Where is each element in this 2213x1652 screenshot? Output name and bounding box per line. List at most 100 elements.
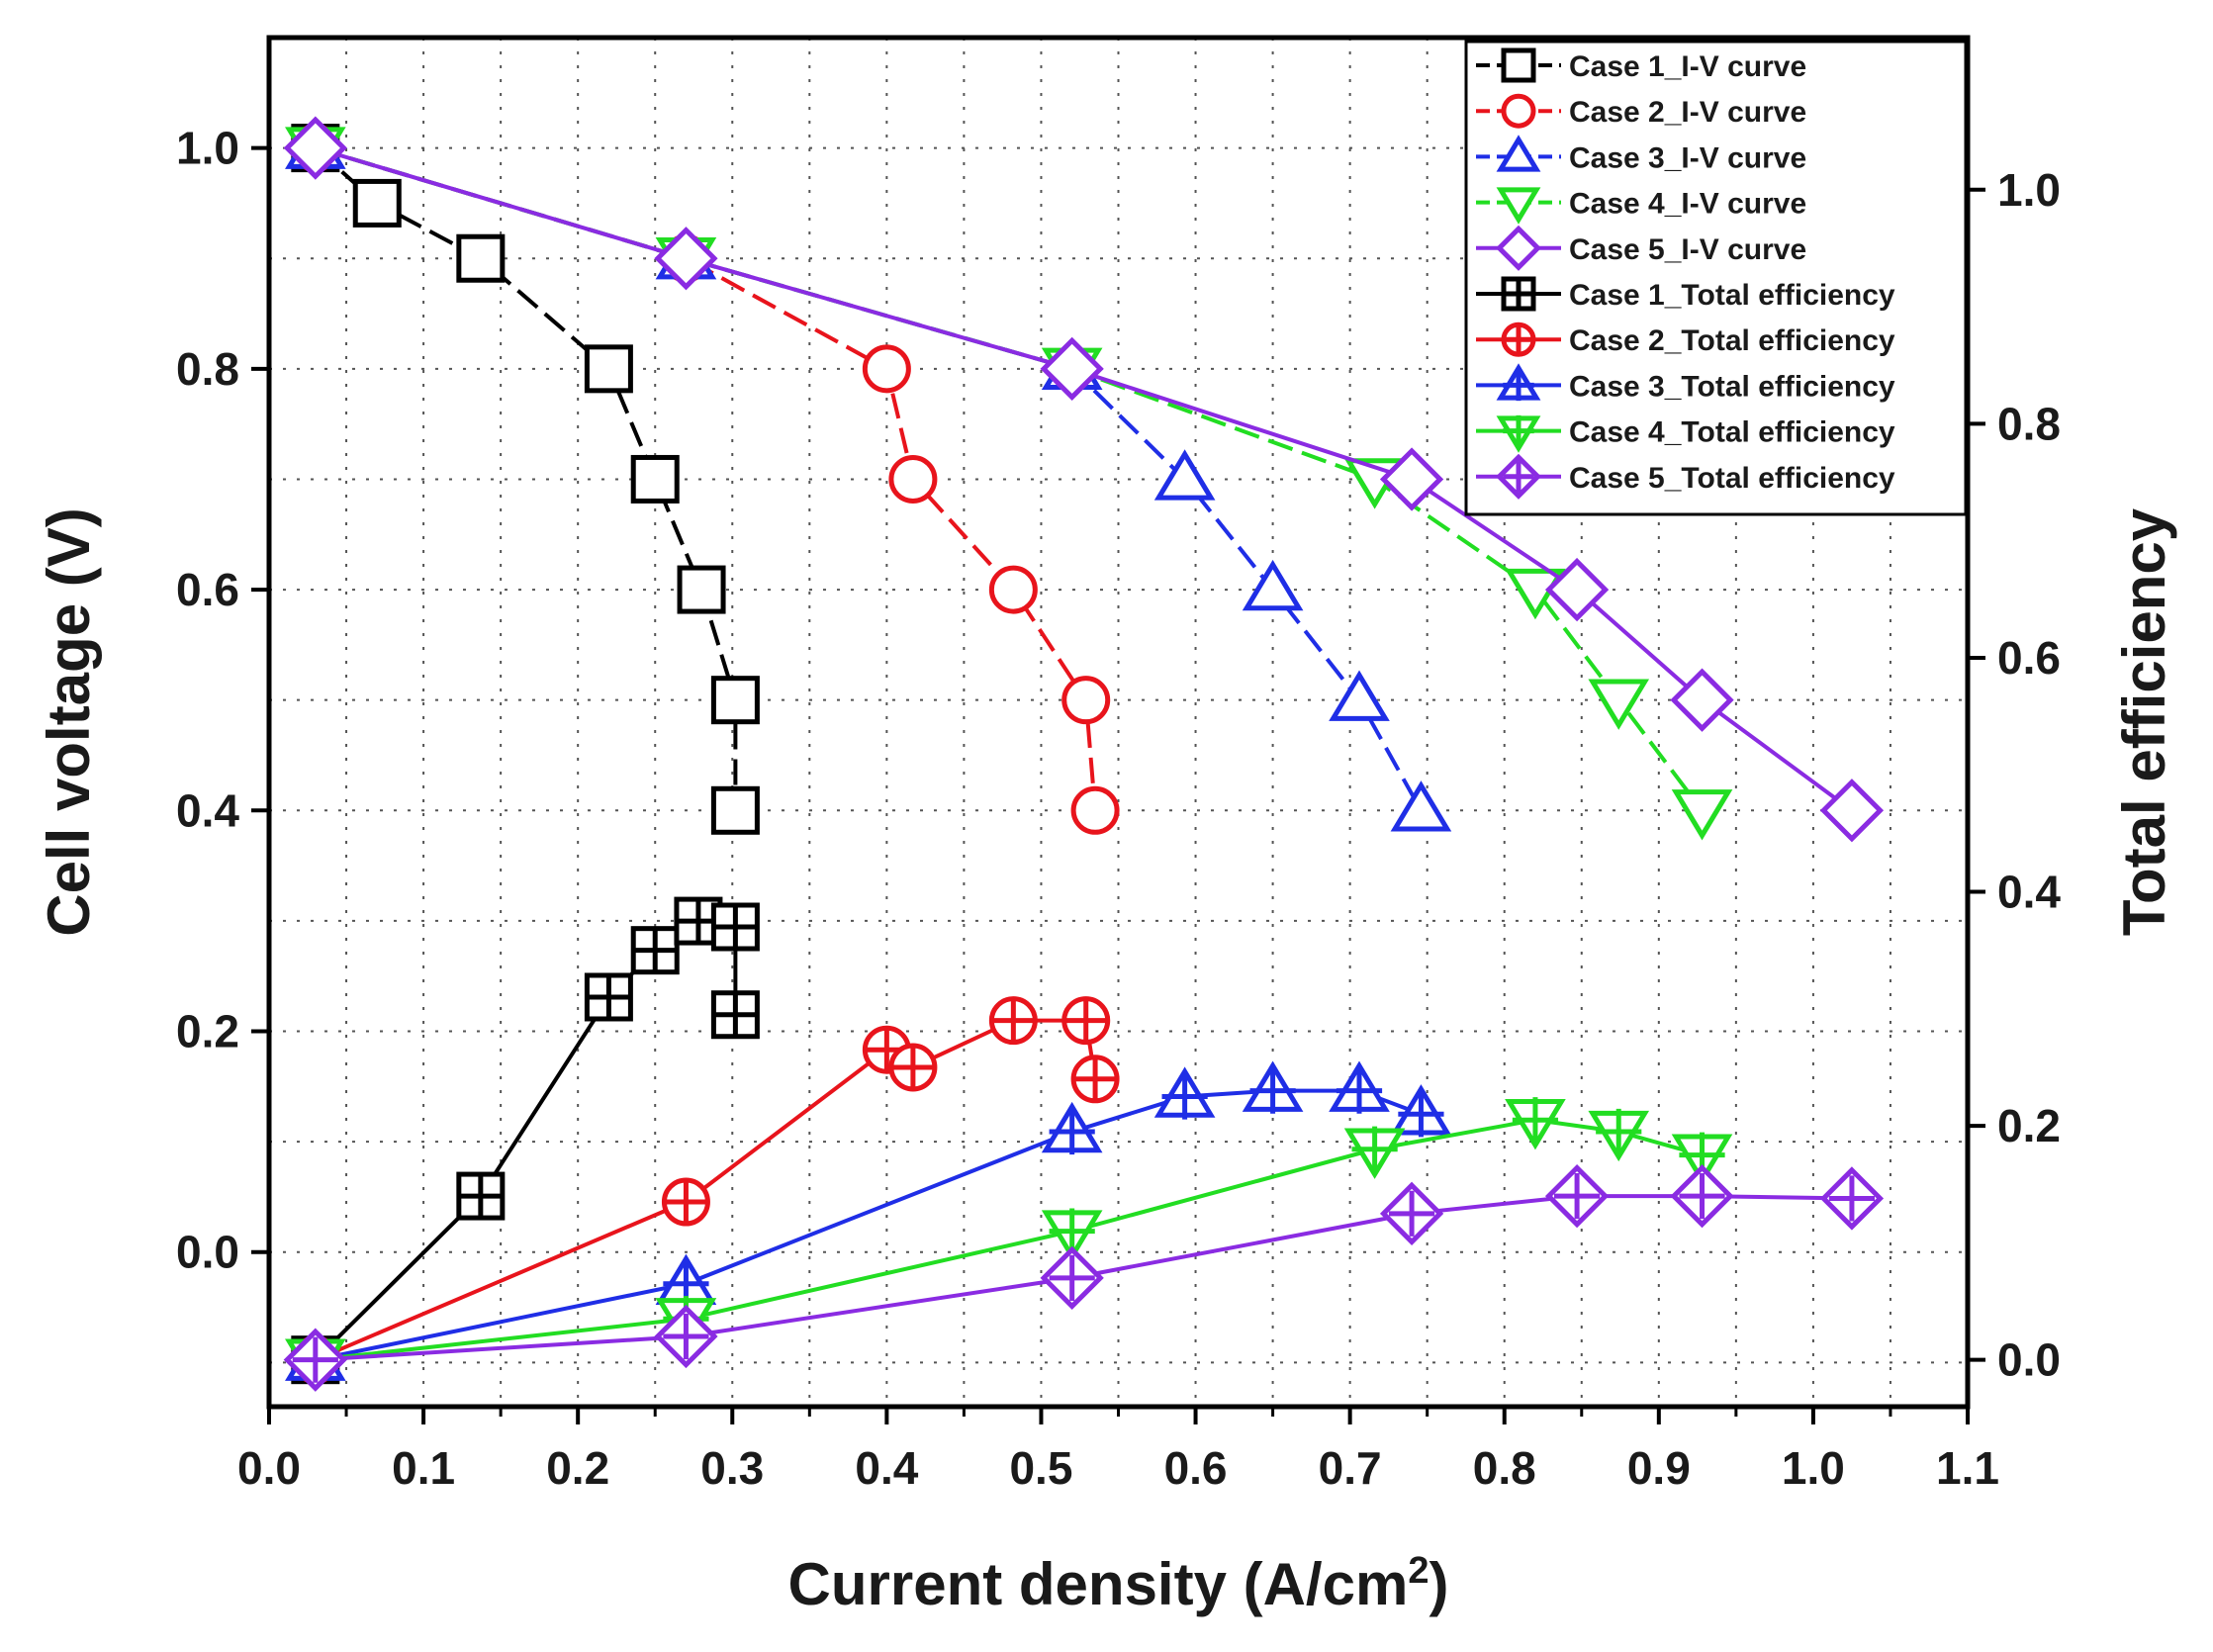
data-point-case-5-total-efficiency xyxy=(1379,1181,1444,1245)
data-point-case-4-i-v-curve xyxy=(1505,568,1566,620)
x-axis-title: Current density (A/cm2) xyxy=(788,1550,1449,1617)
legend-box xyxy=(1464,40,1968,516)
data-point-case-5-i-v-curve xyxy=(1040,336,1104,401)
data-point-case-3-i-v-curve xyxy=(1242,559,1304,611)
y-tick-label: 0.2 xyxy=(176,1006,239,1057)
y2-axis-title: Total efficiency xyxy=(2111,507,2177,936)
legend-label: Case 3_Total efficiency xyxy=(1569,370,1895,403)
data-point-case-2-i-v-curve xyxy=(1070,785,1120,835)
y2-tick-label: 0.0 xyxy=(1997,1334,2061,1386)
series-case-5-total-efficiency xyxy=(283,1163,1885,1392)
legend-swatch-marker xyxy=(1495,225,1542,271)
series-case-2-total-efficiency xyxy=(291,996,1120,1385)
data-point-case-4-total-efficiency xyxy=(1588,1108,1650,1162)
legend-label: Case 5_I-V curve xyxy=(1569,233,1806,266)
data-point-case-3-total-efficiency xyxy=(1329,1060,1390,1114)
y-tick-label: 0.6 xyxy=(176,564,239,615)
data-point-case-5-i-v-curve xyxy=(1670,668,1734,732)
legend-swatch-marker xyxy=(1496,135,1541,172)
data-point-case-3-i-v-curve xyxy=(1153,449,1216,501)
legend-swatch-marker xyxy=(1496,187,1541,225)
data-point-case-5-total-efficiency xyxy=(1544,1163,1610,1229)
data-point-case-2-total-efficiency xyxy=(661,1177,710,1227)
data-point-case-3-i-v-curve xyxy=(1329,670,1390,721)
legend-item: Case 1_I-V curve xyxy=(1476,47,1806,83)
data-point-case-5-total-efficiency xyxy=(654,1304,718,1369)
y-tick-label: 0.8 xyxy=(176,343,239,395)
legend-item: Case 5_I-V curve xyxy=(1476,225,1806,271)
legend-label: Case 2_I-V curve xyxy=(1569,96,1806,129)
x-tick-label: 1.0 xyxy=(1782,1442,1845,1494)
legend-label: Case 5_Total efficiency xyxy=(1569,462,1895,495)
x-tick-label: 0.2 xyxy=(546,1442,609,1494)
series-line-case-1-i-v-curve xyxy=(314,146,738,811)
data-point-case-2-total-efficiency xyxy=(988,996,1038,1046)
x-tick-label: 0.5 xyxy=(1009,1442,1072,1494)
data-point-case-2-i-v-curve xyxy=(888,454,938,504)
data-point-case-5-i-v-curve xyxy=(1379,447,1444,511)
y-tick-label: 1.0 xyxy=(176,123,239,174)
legend-swatch-marker xyxy=(1501,276,1536,312)
data-point-case-5-total-efficiency xyxy=(283,1328,347,1392)
legend-item: Case 2_I-V curve xyxy=(1476,93,1806,129)
data-point-case-5-total-efficiency xyxy=(1040,1245,1104,1311)
y2-tick-label: 1.0 xyxy=(1997,164,2061,216)
series-case-1-total-efficiency xyxy=(291,896,760,1385)
data-point-case-2-i-v-curve xyxy=(862,344,911,394)
data-point-case-3-total-efficiency xyxy=(1153,1066,1216,1120)
legend-swatch-marker xyxy=(1501,93,1536,129)
legend-swatch-marker xyxy=(1501,47,1536,83)
legend-item: Case 4_I-V curve xyxy=(1476,187,1806,225)
legend-item: Case 1_Total efficiency xyxy=(1476,276,1895,312)
legend: Case 1_I-V curve Case 2_I-V curve Case 3_I… xyxy=(1464,40,1968,516)
x-tick-label: 0.6 xyxy=(1164,1442,1228,1494)
legend-label: Case 1_Total efficiency xyxy=(1569,279,1895,312)
data-point-case-1-i-v-curve xyxy=(630,454,680,504)
legend-label: Case 1_I-V curve xyxy=(1569,50,1806,83)
data-point-case-4-i-v-curve xyxy=(1588,679,1650,730)
data-point-case-1-i-v-curve xyxy=(710,785,760,835)
legend-item: Case 3_I-V curve xyxy=(1476,135,1806,174)
data-point-case-5-i-v-curve xyxy=(1819,779,1885,843)
legend-swatch-marker xyxy=(1495,453,1542,500)
data-point-case-3-total-efficiency xyxy=(1041,1101,1103,1155)
x-tick-label: 0.8 xyxy=(1473,1442,1536,1494)
y-tick-label: 0.0 xyxy=(176,1227,239,1278)
legend-swatch-marker xyxy=(1501,321,1536,357)
data-point-case-3-total-efficiency xyxy=(1390,1084,1452,1138)
data-point-case-4-i-v-curve xyxy=(1671,789,1733,841)
ticks: 0.0 0.1 0.2 0.3 0.4 0.5 0.6 0.7 0.8 0.9 1.0 1.1 0.0 0… xyxy=(176,123,2061,1494)
y2-tick-label: 0.8 xyxy=(1997,398,2061,449)
data-point-case-5-i-v-curve xyxy=(1544,557,1610,622)
legend-swatch-marker xyxy=(1496,363,1541,402)
legend-item: Case 4_Total efficiency xyxy=(1476,414,1895,453)
y2-tick-label: 0.2 xyxy=(1997,1100,2061,1151)
series-layer xyxy=(283,116,1885,1392)
data-point-case-2-total-efficiency xyxy=(888,1043,938,1092)
data-point-case-5-total-efficiency xyxy=(1819,1166,1885,1231)
data-point-case-1-total-efficiency xyxy=(456,1171,506,1221)
x-tick-label: 0.0 xyxy=(237,1442,301,1494)
legend-item: Case 2_Total efficiency xyxy=(1476,321,1895,357)
legend-label: Case 3_I-V curve xyxy=(1569,141,1806,174)
data-point-case-1-i-v-curve xyxy=(352,178,402,228)
data-point-case-1-i-v-curve xyxy=(677,565,726,614)
data-point-case-1-total-efficiency xyxy=(710,990,760,1040)
series-case-5-i-v-curve xyxy=(283,116,1885,843)
data-point-case-5-total-efficiency xyxy=(1670,1163,1734,1229)
legend-item: Case 3_Total efficiency xyxy=(1476,363,1895,403)
data-point-case-4-total-efficiency xyxy=(1505,1097,1566,1150)
legend-item: Case 5_Total efficiency xyxy=(1476,453,1895,500)
y2-tick-label: 0.4 xyxy=(1997,867,2061,918)
data-point-case-3-total-efficiency xyxy=(1242,1060,1304,1114)
data-point-case-2-i-v-curve xyxy=(988,565,1038,614)
x-axis-title-main: Current density (A/cm xyxy=(788,1551,1409,1617)
x-axis-title-end: ) xyxy=(1429,1551,1448,1617)
x-tick-label: 0.7 xyxy=(1319,1442,1382,1494)
data-point-case-1-total-efficiency xyxy=(710,902,760,952)
legend-label: Case 4_Total efficiency xyxy=(1569,416,1895,449)
x-tick-label: 0.3 xyxy=(700,1442,764,1494)
data-point-case-5-i-v-curve xyxy=(654,227,718,291)
x-axis-title-superscript: 2 xyxy=(1408,1550,1429,1592)
y-axis-title: Cell voltage (V) xyxy=(36,507,102,936)
